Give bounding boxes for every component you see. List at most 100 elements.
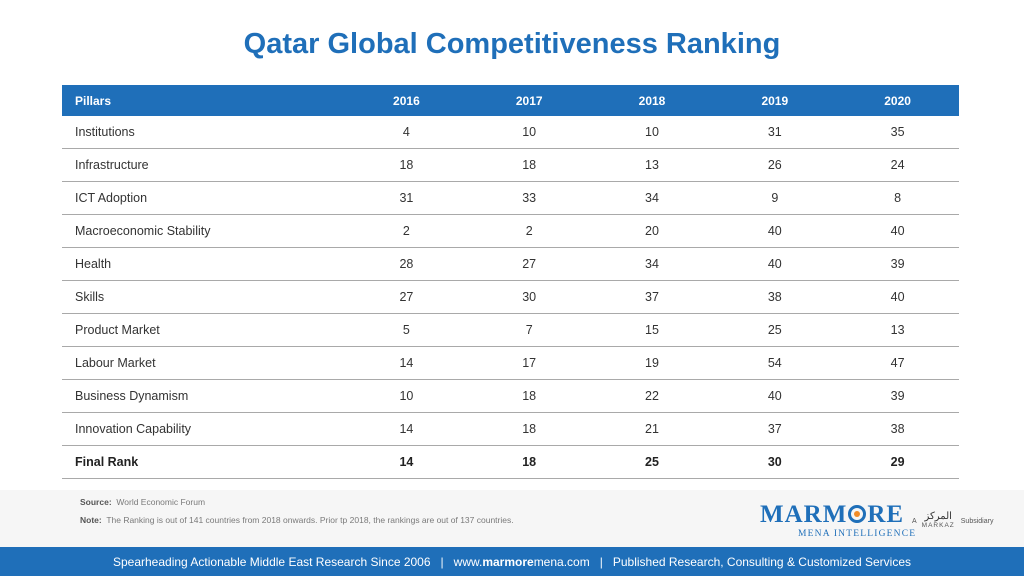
rank-cell: 18 bbox=[399, 158, 414, 172]
pillar-name: Skills bbox=[75, 290, 105, 304]
rank-cell: 27 bbox=[399, 290, 414, 304]
rank-cell: 18 bbox=[522, 455, 537, 469]
rank-cell: 18 bbox=[522, 422, 537, 436]
rank-cell: 8 bbox=[894, 191, 902, 205]
footer-services: Published Research, Consulting & Customi… bbox=[612, 554, 911, 569]
logo-subtitle: MENA INTELLIGENCE bbox=[798, 529, 917, 539]
source-note: Source: World Economic Forum bbox=[80, 497, 205, 507]
rank-cell: 40 bbox=[767, 224, 782, 238]
footer-separator: | bbox=[599, 554, 603, 569]
rank-cell: 37 bbox=[645, 290, 659, 304]
page-title: Qatar Global Competitiveness Ranking bbox=[243, 28, 781, 60]
rank-cell: 40 bbox=[767, 257, 782, 271]
pillar-name: Infrastructure bbox=[75, 158, 149, 172]
rank-cell: 37 bbox=[767, 422, 782, 436]
source-text: World Economic Forum bbox=[116, 497, 206, 507]
rank-cell: 25 bbox=[645, 455, 659, 469]
footer-separator: | bbox=[440, 554, 444, 569]
rank-cell: 2 bbox=[525, 224, 533, 238]
ranking-note: Note: The Ranking is out of 141 countrie… bbox=[80, 515, 514, 525]
rank-cell: 19 bbox=[645, 356, 659, 370]
rank-cell: 26 bbox=[767, 158, 782, 172]
rank-cell: 31 bbox=[399, 191, 414, 205]
table-row: Labour Market 14 17 19 54 47 bbox=[62, 347, 959, 380]
rank-cell: 25 bbox=[767, 323, 782, 337]
markaz-logo: المركز MARKAZ bbox=[922, 512, 955, 530]
markaz-latin: MARKAZ bbox=[921, 522, 955, 529]
logo-text-left: MARM bbox=[760, 501, 848, 528]
pillar-name: Health bbox=[75, 257, 112, 271]
rank-cell: 10 bbox=[645, 125, 659, 139]
header-2018: 2018 bbox=[638, 93, 666, 108]
table-row: Innovation Capability 14 18 21 37 38 bbox=[62, 413, 959, 446]
rank-cell: 13 bbox=[890, 323, 905, 337]
markaz-subsidiary-mark: A المركز MARKAZ Subsidiary bbox=[912, 512, 993, 530]
header-pillars: Pillars bbox=[75, 93, 112, 108]
rank-cell: 21 bbox=[645, 422, 659, 436]
ranking-table: Pillars 2016 2017 2018 2019 2020 Institu… bbox=[62, 85, 959, 479]
rank-cell: 40 bbox=[890, 290, 905, 304]
rank-cell: 39 bbox=[890, 389, 905, 403]
footer-tagline: Spearheading Actionable Middle East Rese… bbox=[112, 554, 431, 569]
pillar-name: Innovation Capability bbox=[75, 422, 192, 436]
rank-cell: 2 bbox=[402, 224, 410, 238]
header-2020: 2020 bbox=[884, 93, 911, 108]
rank-cell: 34 bbox=[645, 191, 659, 205]
table-row: Skills 27 30 37 38 40 bbox=[62, 281, 959, 314]
table-row: Health 28 27 34 40 39 bbox=[62, 248, 959, 281]
rank-cell: 29 bbox=[890, 455, 905, 469]
rank-cell: 17 bbox=[522, 356, 537, 370]
rank-cell: 38 bbox=[890, 422, 905, 436]
footer-url[interactable]: www.marmoremena.com bbox=[454, 555, 590, 569]
note-label: Note: bbox=[80, 515, 102, 525]
rank-cell: 34 bbox=[645, 257, 659, 271]
rank-cell: 13 bbox=[645, 158, 659, 172]
header-2017: 2017 bbox=[515, 93, 543, 108]
pillar-name: Business Dynamism bbox=[75, 389, 189, 403]
source-label: Source: bbox=[80, 497, 112, 507]
logo-o-icon bbox=[848, 505, 867, 523]
table-header-row: Pillars 2016 2017 2018 2019 2020 bbox=[62, 85, 959, 116]
markaz-prefix: A bbox=[912, 517, 917, 525]
footer-url-suffix: mena.com bbox=[533, 554, 590, 569]
rank-cell: 38 bbox=[767, 290, 782, 304]
rank-cell: 10 bbox=[522, 125, 537, 139]
pillar-name: ICT Adoption bbox=[75, 191, 148, 205]
rank-cell: 27 bbox=[522, 257, 537, 271]
final-rank-row: Final Rank 14 18 25 30 29 bbox=[62, 446, 959, 479]
rank-cell: 14 bbox=[399, 356, 414, 370]
rank-cell: 9 bbox=[771, 191, 779, 205]
rank-cell: 30 bbox=[522, 290, 537, 304]
rank-cell: 22 bbox=[645, 389, 659, 403]
note-text: The Ranking is out of 141 countries from… bbox=[106, 515, 514, 525]
table-row: Institutions 4 10 10 31 35 bbox=[62, 116, 959, 149]
markaz-suffix: Subsidiary bbox=[960, 517, 994, 525]
rank-cell: 18 bbox=[522, 158, 537, 172]
rank-cell: 10 bbox=[399, 389, 414, 403]
header-2016: 2016 bbox=[393, 93, 420, 108]
rank-cell: 15 bbox=[645, 323, 659, 337]
table-row: Product Market 5 7 15 25 13 bbox=[62, 314, 959, 347]
pillar-name: Institutions bbox=[75, 125, 135, 139]
pillar-name: Product Market bbox=[75, 323, 160, 337]
rank-cell: 39 bbox=[890, 257, 905, 271]
rank-cell: 30 bbox=[767, 455, 782, 469]
rank-cell: 54 bbox=[767, 356, 782, 370]
header-2019: 2019 bbox=[761, 93, 789, 108]
pillar-name: Macroeconomic Stability bbox=[75, 224, 211, 238]
marmore-logo: MARM RE MENA INTELLIGENCE bbox=[760, 501, 917, 540]
rank-cell: 28 bbox=[399, 257, 414, 271]
notes-area: Source: World Economic Forum Note: The R… bbox=[0, 490, 1024, 547]
footer-url-prefix: www. bbox=[453, 554, 483, 569]
rank-cell: 14 bbox=[399, 455, 414, 469]
rank-cell: 40 bbox=[767, 389, 782, 403]
rank-cell: 4 bbox=[402, 125, 410, 139]
rank-cell: 18 bbox=[522, 389, 537, 403]
footer-bar: Spearheading Actionable Middle East Rese… bbox=[0, 547, 1024, 576]
table-row: Business Dynamism 10 18 22 40 39 bbox=[62, 380, 959, 413]
pillar-name: Final Rank bbox=[75, 455, 139, 469]
rank-cell: 47 bbox=[890, 356, 905, 370]
rank-cell: 33 bbox=[522, 191, 537, 205]
logo-text-right: RE bbox=[867, 501, 905, 528]
markaz-arabic: المركز bbox=[924, 511, 952, 522]
